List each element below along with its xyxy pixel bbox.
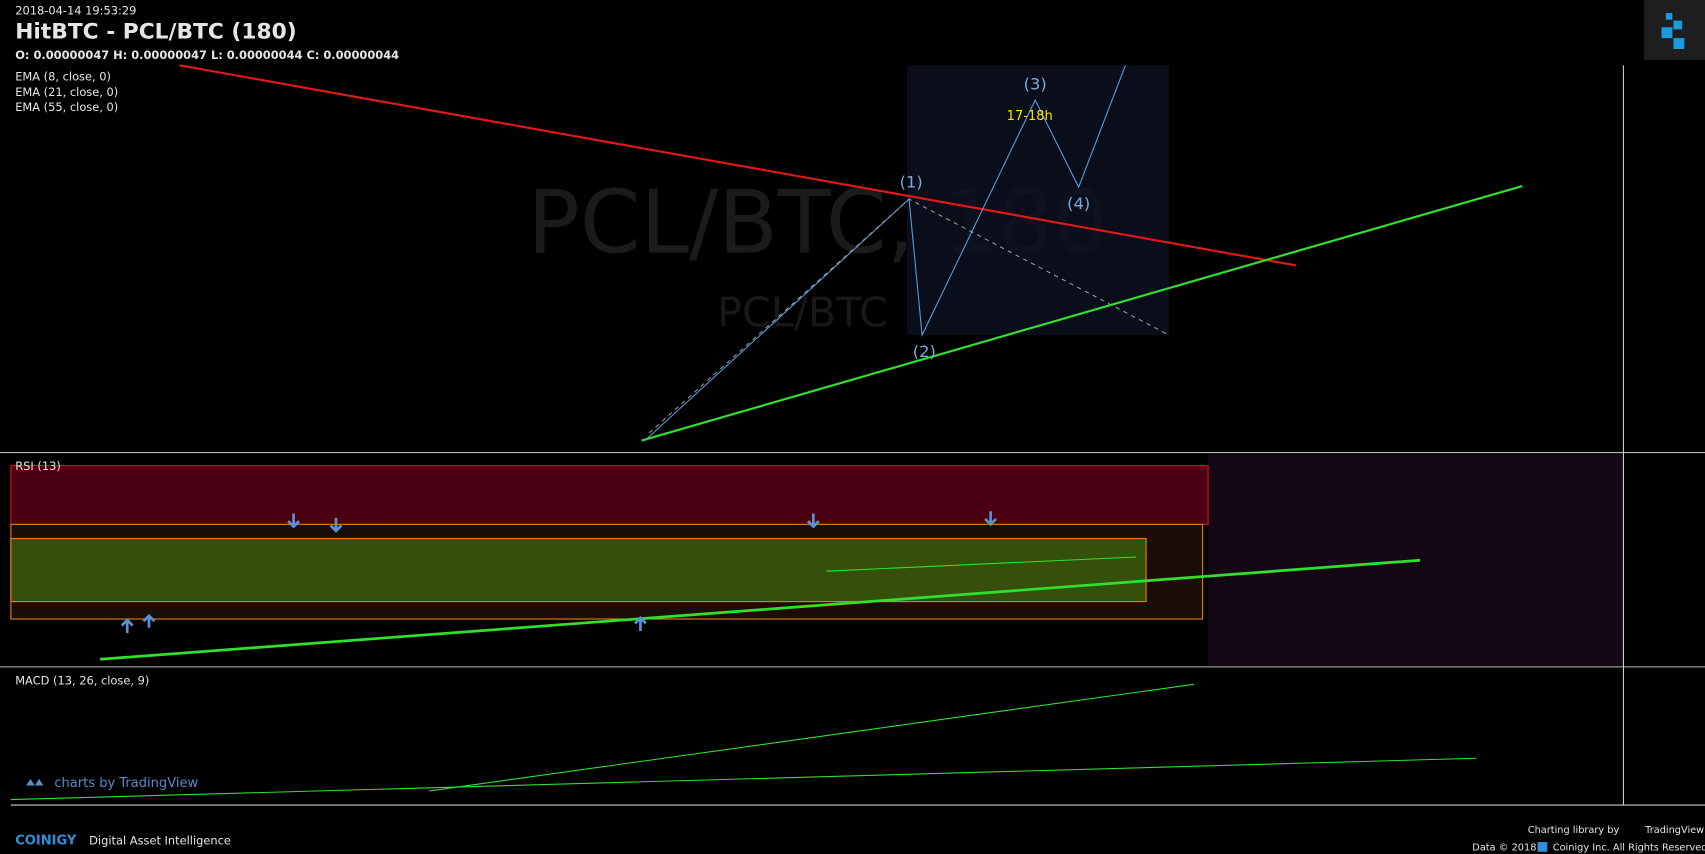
macd-trend-line-2 <box>429 683 1195 792</box>
library-credit: Charting library by <box>1528 825 1620 836</box>
rsi-mid-zone <box>10 537 1147 603</box>
rsi-title: RSI (13) <box>15 459 61 473</box>
wave-label: (2) <box>913 342 936 361</box>
tv-badge: charts by TradingView <box>54 776 198 791</box>
tagline: Digital Asset Intelligence <box>89 833 231 847</box>
logo <box>1661 13 1685 49</box>
legend-entry: EMA (8, close, 0) <box>15 70 111 84</box>
timestamp: 2018-04-14 19:53:29 <box>15 3 136 17</box>
rsi-trend-line-2 <box>826 556 1137 572</box>
legend-entry: EMA (55, close, 0) <box>15 100 118 114</box>
legend-entry: EMA (21, close, 0) <box>15 85 118 99</box>
data-credit: Data © 2018 <box>1472 842 1536 853</box>
logo-box <box>1644 0 1705 60</box>
rights: Coinigy Inc. All Rights Reserved. <box>1553 842 1705 853</box>
macd-title: MACD (13, 26, close, 9) <box>15 674 149 688</box>
fib-dashes <box>648 198 1170 434</box>
time-annotation: 17-18h <box>1007 109 1053 124</box>
drawings <box>10 64 1523 801</box>
rsi-trend-line <box>99 558 1421 661</box>
fib-box <box>906 65 1169 336</box>
resistance-line <box>179 64 1297 267</box>
tv-icon <box>26 778 44 786</box>
macd-trend-line <box>10 757 1477 801</box>
watermark-small: PCL/BTC <box>717 288 888 336</box>
wave-label: (1) <box>900 172 923 191</box>
wave-label: (3) <box>1024 74 1047 93</box>
wave-label: (4) <box>1067 194 1090 213</box>
title: HitBTC - PCL/BTC (180) <box>15 20 296 45</box>
coinigy-icon <box>1537 842 1548 852</box>
support-line <box>641 184 1523 442</box>
library-name: TradingView <box>1644 825 1704 836</box>
rsi-overbought-zone <box>10 465 1209 525</box>
rsi-arrows <box>120 511 997 634</box>
brand: COINIGY <box>15 833 77 848</box>
ohlc-readout: O: 0.00000047 H: 0.00000047 L: 0.0000004… <box>15 48 399 62</box>
